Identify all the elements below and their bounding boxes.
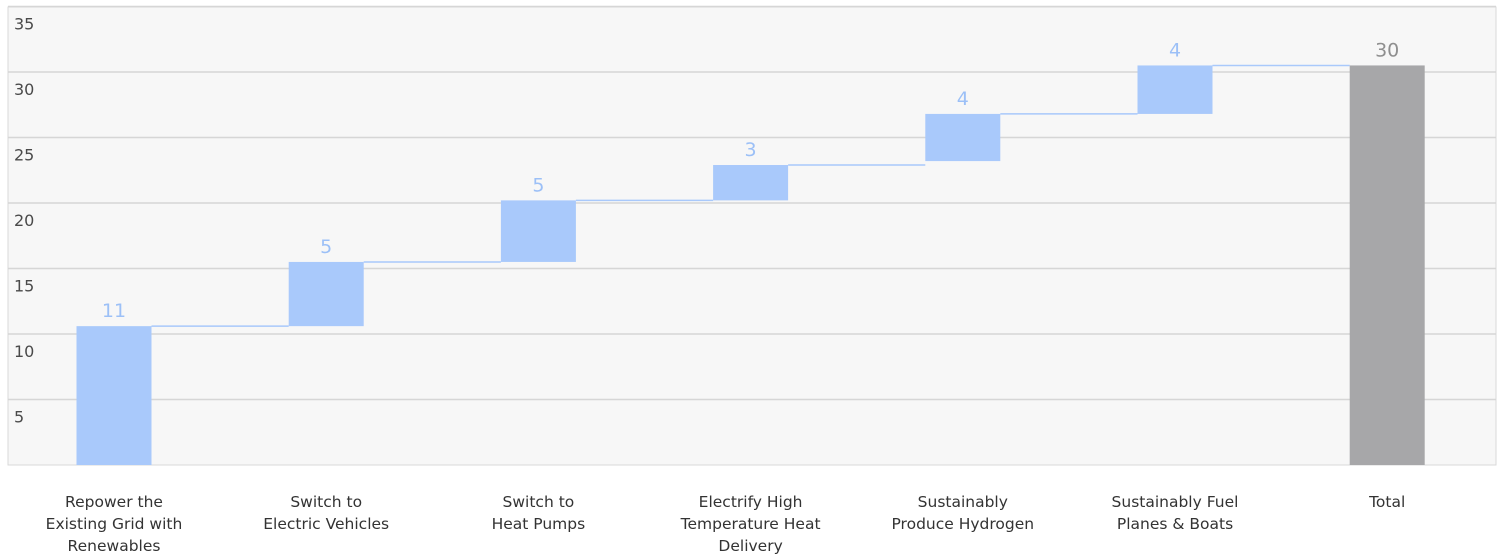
data-labels: 11 5 5 3 4 4 30 — [102, 39, 1399, 322]
y-tick-label: 10 — [14, 342, 34, 361]
x-tick-line: Sustainably — [918, 493, 1008, 511]
bar-total — [1349, 65, 1425, 465]
data-label: 4 — [1169, 39, 1181, 61]
x-tick-label: Sustainably Fuel Planes & Boats — [1112, 493, 1239, 533]
x-tick-line: Planes & Boats — [1117, 515, 1233, 533]
x-tick-label: Switch to Electric Vehicles — [263, 493, 389, 533]
x-tick-line: Switch to — [290, 493, 362, 511]
data-label: 5 — [532, 174, 544, 196]
data-label: 11 — [102, 300, 126, 322]
y-tick-label: 5 — [14, 408, 24, 427]
bars — [76, 65, 1425, 465]
x-tick-line: Delivery — [718, 537, 782, 555]
x-tick-line: Produce Hydrogen — [891, 515, 1034, 533]
y-axis-ticks: 5 10 15 20 25 30 35 — [14, 15, 34, 427]
x-tick-label: Sustainably Produce Hydrogen — [891, 493, 1034, 533]
x-tick-line: Heat Pumps — [492, 515, 586, 533]
y-tick-label: 30 — [14, 80, 34, 99]
x-tick-line: Electric Vehicles — [263, 515, 389, 533]
data-label: 30 — [1375, 39, 1399, 61]
bar-step-6 — [1137, 65, 1213, 114]
connector-lines — [151, 64, 1350, 327]
plot-area — [7, 6, 1497, 466]
y-tick-label: 25 — [14, 146, 34, 165]
data-label: 3 — [745, 139, 757, 161]
x-tick-label: Switch to Heat Pumps — [492, 493, 586, 533]
y-tick-label: 35 — [14, 15, 34, 34]
x-tick-line: Existing Grid with — [46, 515, 183, 533]
x-tick-line: Electrify High — [699, 493, 803, 511]
x-tick-line: Renewables — [68, 537, 161, 555]
x-tick-line: Total — [1368, 493, 1405, 511]
x-axis-ticks: Repower the Existing Grid with Renewables S… — [46, 493, 1406, 555]
bar-step-1 — [76, 326, 152, 465]
y-tick-label: 15 — [14, 277, 34, 296]
x-tick-label: Total — [1368, 493, 1405, 511]
x-tick-label: Electrify High Temperature Heat Delivery — [680, 493, 821, 555]
bar-step-3 — [500, 200, 576, 262]
x-tick-line: Temperature Heat — [680, 515, 821, 533]
x-tick-line: Switch to — [503, 493, 575, 511]
data-label: 4 — [957, 88, 969, 110]
bar-step-5 — [925, 113, 1001, 162]
bar-step-2 — [288, 261, 364, 327]
grid-lines — [8, 5, 1496, 401]
x-tick-label: Repower the Existing Grid with Renewables — [46, 493, 183, 555]
x-tick-line: Repower the — [65, 493, 163, 511]
bar-step-4 — [713, 165, 789, 201]
x-tick-line: Sustainably Fuel — [1112, 493, 1239, 511]
y-tick-label: 20 — [14, 211, 34, 230]
data-label: 5 — [320, 236, 332, 258]
